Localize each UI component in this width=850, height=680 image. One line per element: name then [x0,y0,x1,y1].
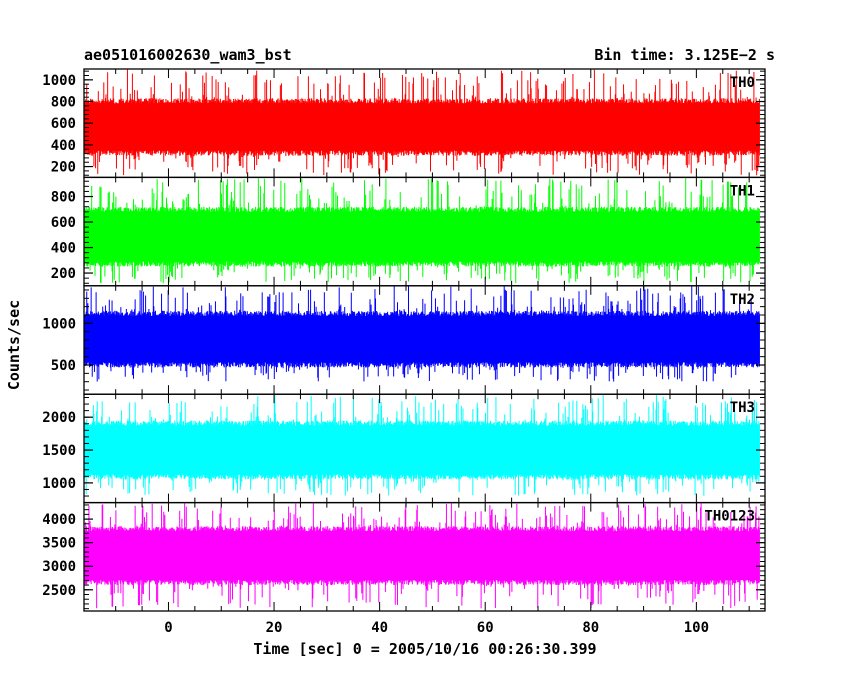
panel-label-th2: TH2 [730,292,755,308]
panel-th2: 500 1000 TH2 [42,285,766,395]
y-tick-label: 800 [51,95,76,111]
y-tick-label: 1000 [42,476,76,492]
bin-time-label: Bin time: 3.125E−2 s [594,46,775,64]
x-axis: 0 20 40 60 80 100 [164,620,709,636]
series-th2-core [84,315,760,363]
series-th0-core [84,103,760,151]
x-tick-label: 40 [371,620,388,636]
y-tick-label: 2000 [42,410,76,426]
panel-th1: 200 400 600 800 TH1 [51,176,766,287]
y-tick-label: 500 [51,358,76,374]
y-tick-label: 1000 [42,73,76,89]
panel-th0123: 2500 3000 3500 4000 TH0123 [42,501,766,612]
y-tick-label: 600 [51,116,76,132]
panel-label-th0: TH0 [730,75,755,91]
x-tick-label: 20 [266,620,283,636]
panel-label-th3: TH3 [730,400,755,416]
series-th1-core [84,211,760,262]
panel-th0: 200 400 600 800 1000 TH0 [42,68,766,179]
series-th0123-core [84,531,760,581]
y-tick-label: 3500 [42,536,76,552]
x-tick-label: 80 [582,620,599,636]
y-tick-label: 4000 [42,512,76,528]
y-tick-label: 1000 [42,316,76,332]
panels-group: 200 400 600 800 1000 TH0 200 400 600 800 TH1 500 100… [42,68,766,612]
panel-label-th1: TH1 [730,183,755,199]
y-tick-label: 200 [51,160,76,176]
panel-th3: 1000 1500 2000 TH3 [42,393,766,504]
x-axis-label: Time [sec] 0 = 2005/10/16 00:26:30.399 [253,640,596,658]
chart-title: ae051016002630_wam3_bst [84,46,292,64]
x-tick-label: 100 [684,620,709,636]
y-axis-label: Counts/sec [5,300,23,390]
y-tick-label: 200 [51,266,76,282]
y-tick-label: 400 [51,138,76,154]
x-tick-label: 0 [164,620,172,636]
y-tick-label: 400 [51,241,76,257]
y-tick-label: 2500 [42,583,76,599]
series-th3-core [84,425,760,475]
y-tick-label: 600 [51,215,76,231]
x-tick-label: 60 [477,620,494,636]
y-tick-label: 3000 [42,559,76,575]
panel-label-th0123: TH0123 [704,509,755,525]
y-tick-label: 800 [51,190,76,206]
y-tick-label: 1500 [42,443,76,459]
